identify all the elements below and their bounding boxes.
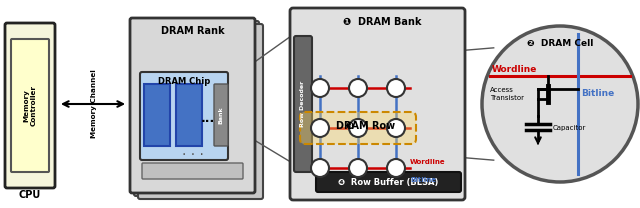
Text: ...: ... bbox=[201, 111, 215, 125]
Text: CPU: CPU bbox=[19, 190, 41, 200]
Text: DRAM Rank: DRAM Rank bbox=[161, 26, 224, 36]
Circle shape bbox=[349, 159, 367, 177]
Circle shape bbox=[387, 119, 405, 137]
Circle shape bbox=[349, 79, 367, 97]
Text: ❶  DRAM Bank: ❶ DRAM Bank bbox=[343, 17, 422, 27]
Circle shape bbox=[311, 79, 329, 97]
Text: Bank: Bank bbox=[218, 106, 223, 124]
Text: Row Decoder: Row Decoder bbox=[301, 81, 305, 127]
Text: Bitline: Bitline bbox=[581, 89, 614, 99]
FancyBboxPatch shape bbox=[176, 84, 202, 146]
Text: Wordline: Wordline bbox=[492, 65, 538, 74]
Circle shape bbox=[311, 159, 329, 177]
Circle shape bbox=[387, 79, 405, 97]
FancyBboxPatch shape bbox=[130, 18, 255, 193]
Text: DRAM Row: DRAM Row bbox=[337, 121, 396, 131]
Text: ❷  DRAM Cell: ❷ DRAM Cell bbox=[527, 39, 593, 48]
Text: ❸: ❸ bbox=[346, 121, 354, 131]
Text: DRAM Chip: DRAM Chip bbox=[158, 77, 210, 86]
Text: Memory Channel: Memory Channel bbox=[91, 70, 97, 138]
Text: Capacitor: Capacitor bbox=[553, 125, 586, 131]
Text: Bitline: Bitline bbox=[410, 177, 436, 183]
Circle shape bbox=[482, 26, 638, 182]
FancyBboxPatch shape bbox=[290, 8, 465, 200]
FancyBboxPatch shape bbox=[294, 36, 312, 172]
Text: Wordline: Wordline bbox=[410, 159, 445, 165]
FancyBboxPatch shape bbox=[214, 84, 228, 146]
Text: ❹  Row Buffer (BLSA): ❹ Row Buffer (BLSA) bbox=[339, 177, 438, 187]
Text: Access
Transistor: Access Transistor bbox=[490, 87, 524, 101]
Circle shape bbox=[311, 119, 329, 137]
FancyBboxPatch shape bbox=[11, 39, 49, 172]
FancyBboxPatch shape bbox=[142, 163, 243, 179]
Text: · · ·: · · · bbox=[182, 148, 204, 162]
Circle shape bbox=[349, 119, 367, 137]
FancyBboxPatch shape bbox=[134, 21, 259, 196]
FancyBboxPatch shape bbox=[5, 23, 55, 188]
FancyBboxPatch shape bbox=[144, 84, 170, 146]
Circle shape bbox=[387, 159, 405, 177]
FancyBboxPatch shape bbox=[316, 172, 461, 192]
FancyBboxPatch shape bbox=[138, 24, 263, 199]
FancyBboxPatch shape bbox=[140, 72, 228, 160]
FancyBboxPatch shape bbox=[300, 112, 416, 144]
Text: Memory
Controller: Memory Controller bbox=[23, 85, 36, 126]
